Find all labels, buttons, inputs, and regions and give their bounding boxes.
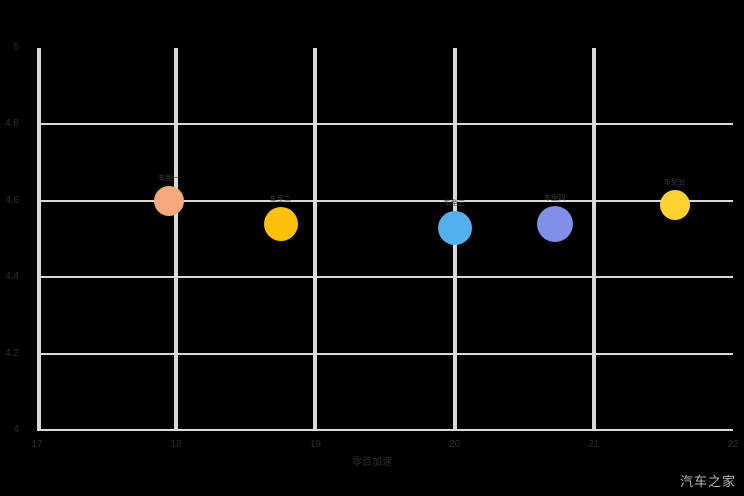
x-axis-tick-label: 18 xyxy=(170,439,182,450)
data-point-bubble[interactable] xyxy=(263,206,298,241)
y-axis-line xyxy=(37,48,41,430)
x-axis-tick-label: 19 xyxy=(309,439,321,450)
plot-area: 5 4.8 4.6 4.4 4.2 4 17 18 19 20 21 22 车型一车型二车型三 车型四 车型… xyxy=(5,43,738,450)
y-axis-tick-label: 4.4 xyxy=(5,271,19,283)
data-point-label: 车型四 xyxy=(544,194,566,202)
gridline-horizontal xyxy=(37,123,733,126)
gridline-horizontal xyxy=(37,199,733,202)
y-axis-tick-label: 4.2 xyxy=(5,347,19,359)
data-point-bubble[interactable] xyxy=(536,205,573,242)
y-axis-tick-label: 4.8 xyxy=(5,118,19,130)
x-axis-tick-label: 20 xyxy=(449,439,461,450)
gridline-horizontal xyxy=(37,352,733,355)
data-point-label: 车型二 xyxy=(269,195,292,203)
data-point-label: 车型五 xyxy=(663,178,686,186)
gridline-vertical xyxy=(313,48,318,430)
x-axis-tick-label: 22 xyxy=(727,439,739,450)
y-axis-tick-label: 4.6 xyxy=(5,194,19,206)
gridline-horizontal xyxy=(37,429,733,431)
watermark-autohome: 汽车之家 xyxy=(679,475,736,490)
x-axis-tick-label: 17 xyxy=(31,439,43,450)
x-axis-tick-label: 21 xyxy=(588,439,600,450)
data-point-bubble[interactable] xyxy=(437,210,472,245)
data-point-label: 车型三 xyxy=(443,199,466,207)
data-point-bubble[interactable] xyxy=(659,189,690,220)
gridline-horizontal xyxy=(37,276,733,279)
data-point-label: 车型一 xyxy=(158,174,181,182)
data-point-bubble[interactable] xyxy=(154,185,185,216)
gridline-vertical xyxy=(591,48,596,430)
y-axis-tick-label: 4 xyxy=(13,424,19,435)
y-axis-tick-label: 5 xyxy=(13,42,19,53)
x-axis-title: 零百加速 xyxy=(352,457,392,468)
gridline-vertical xyxy=(174,48,179,430)
